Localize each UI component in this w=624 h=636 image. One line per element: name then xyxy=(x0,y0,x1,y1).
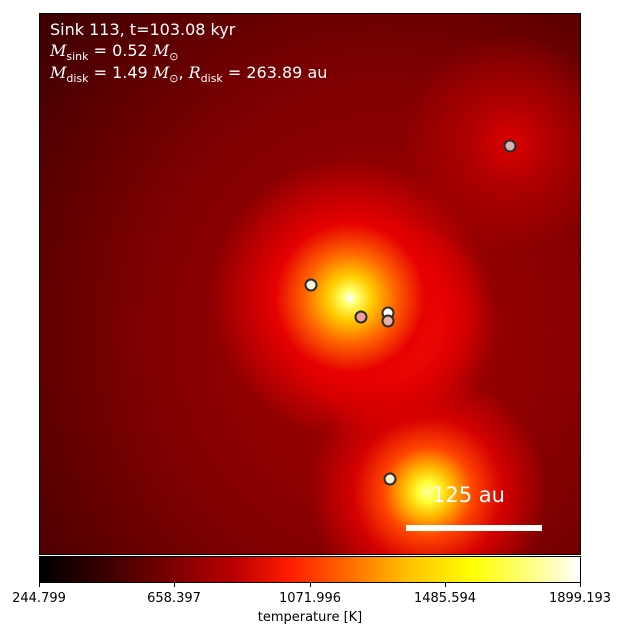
colorbar-tick xyxy=(174,582,175,587)
sink-mass-symbol: M xyxy=(50,41,67,60)
colorbar-tick-label: 1899.193 xyxy=(548,591,612,606)
solar-subscript-2: ⊙ xyxy=(169,72,179,86)
temperature-map: Sink 113, t=103.08 kyr Msink = 0.52 M⊙ M… xyxy=(39,13,581,555)
disk-radius-symbol: R xyxy=(188,63,201,82)
sink-mass-value: = 0.52 xyxy=(88,41,153,60)
sink-marker xyxy=(383,472,397,486)
scalebar xyxy=(406,525,542,531)
solar-mass-symbol: M xyxy=(152,41,170,60)
sink-mass-label: Msink = 0.52 M⊙ xyxy=(50,41,178,67)
comma-separator: , xyxy=(178,63,189,82)
solar-mass-symbol-2: M xyxy=(152,63,170,82)
colorbar-tick xyxy=(580,582,581,587)
colorbar-tick-label: 1071.996 xyxy=(278,591,342,606)
sink-marker xyxy=(354,310,368,324)
disk-mass-symbol: M xyxy=(50,63,67,82)
disk-label: Mdisk = 1.49 M⊙, Rdisk = 263.89 au xyxy=(50,63,327,89)
colorbar-tick xyxy=(39,582,40,587)
colorbar xyxy=(39,556,581,583)
colorbar-tick xyxy=(310,582,311,587)
sink-marker xyxy=(503,139,517,153)
sink-marker xyxy=(381,314,395,328)
solar-subscript: ⊙ xyxy=(169,50,179,64)
colorbar-label: temperature [K] xyxy=(257,610,363,625)
colorbar-tick-label: 1485.594 xyxy=(413,591,477,606)
colorbar-tick xyxy=(445,582,446,587)
disk-mass-subscript: disk xyxy=(66,72,89,86)
disk-mass-value: = 1.49 xyxy=(88,63,153,82)
sink-mass-subscript: sink xyxy=(66,50,89,64)
scalebar-label: 125 au xyxy=(432,483,505,507)
sink-marker xyxy=(304,278,318,292)
disk-radius-value: = 263.89 au xyxy=(222,63,328,82)
disk-radius-subscript: disk xyxy=(200,72,223,86)
colorbar-tick-label: 658.397 xyxy=(147,591,201,606)
colorbar-tick-label: 244.799 xyxy=(12,591,66,606)
sink-title-label: Sink 113, t=103.08 kyr xyxy=(50,20,236,39)
